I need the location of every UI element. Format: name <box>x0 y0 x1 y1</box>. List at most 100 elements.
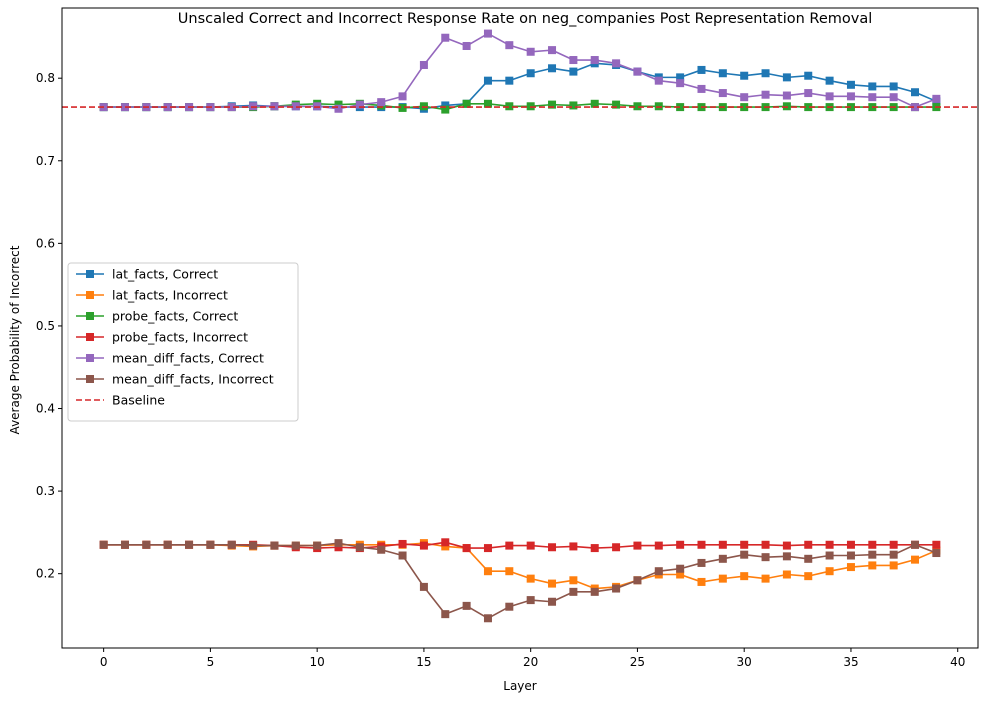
data-point <box>99 540 108 549</box>
data-point <box>227 103 236 112</box>
data-point <box>868 550 877 559</box>
legend-entry: mean_diff_facts, Correct <box>76 351 264 366</box>
data-point <box>846 92 855 101</box>
data-point <box>548 579 557 588</box>
data-point <box>548 64 557 73</box>
data-point <box>355 100 364 109</box>
data-point <box>526 69 535 78</box>
data-point <box>911 88 920 97</box>
data-point <box>505 41 514 50</box>
data-point <box>334 539 343 548</box>
data-point <box>548 46 557 55</box>
data-point <box>505 602 514 611</box>
legend-box <box>67 262 299 422</box>
x-tick-label: 15 <box>416 655 431 669</box>
data-point <box>548 597 557 606</box>
data-point <box>334 100 343 109</box>
data-point <box>911 103 920 112</box>
data-point <box>676 103 685 112</box>
y-tick-label: 0.8 <box>36 71 55 85</box>
data-point <box>782 570 791 579</box>
legend-entry: mean_diff_facts, Incorrect <box>76 372 274 387</box>
data-point <box>120 103 129 112</box>
data-point <box>846 540 855 549</box>
data-point <box>761 553 770 562</box>
y-tick-label: 0.5 <box>36 319 55 333</box>
data-point <box>612 59 621 68</box>
data-point <box>548 543 557 552</box>
data-point <box>825 551 834 560</box>
series-line <box>103 542 937 620</box>
data-point <box>441 33 450 42</box>
series-line <box>103 542 937 590</box>
data-point <box>569 56 578 65</box>
data-point <box>676 570 685 579</box>
legend-entry: probe_facts, Correct <box>76 309 238 324</box>
data-point <box>526 574 535 583</box>
data-point <box>398 539 407 548</box>
legend-label: probe_facts, Correct <box>112 309 238 324</box>
legend-entry: probe_facts, Incorrect <box>76 330 248 345</box>
data-point <box>782 541 791 550</box>
data-point <box>612 543 621 552</box>
data-point <box>932 94 941 103</box>
data-point <box>505 541 514 550</box>
data-point <box>313 102 322 111</box>
data-point <box>206 540 215 549</box>
data-point <box>462 601 471 610</box>
data-point <box>740 550 749 559</box>
data-point <box>270 541 279 550</box>
data-point <box>804 71 813 80</box>
data-point <box>740 103 749 112</box>
legend-label: probe_facts, Incorrect <box>112 330 248 345</box>
data-point <box>718 69 727 78</box>
legend-marker <box>86 375 94 383</box>
data-point <box>398 551 407 560</box>
data-point <box>825 540 834 549</box>
data-point <box>697 577 706 586</box>
data-point <box>740 71 749 80</box>
x-tick-label: 5 <box>207 655 215 669</box>
data-point <box>526 596 535 605</box>
data-point <box>441 542 450 551</box>
data-point <box>697 558 706 567</box>
y-axis-title: Average Probability of Incorrect <box>8 245 22 434</box>
data-point <box>462 41 471 50</box>
data-point <box>804 540 813 549</box>
data-point <box>633 576 642 585</box>
data-point <box>185 540 194 549</box>
data-point <box>932 549 941 558</box>
data-point <box>761 90 770 99</box>
data-point <box>654 76 663 85</box>
plot-area <box>62 29 978 623</box>
data-point <box>505 76 514 85</box>
data-point <box>163 103 172 112</box>
data-point <box>590 544 599 553</box>
data-point <box>569 587 578 596</box>
data-point <box>569 67 578 76</box>
data-point <box>163 540 172 549</box>
x-axis-title: Layer <box>503 679 537 693</box>
y-tick-label: 0.2 <box>36 567 55 581</box>
data-point <box>868 561 877 570</box>
data-point <box>868 93 877 102</box>
data-point <box>355 543 364 552</box>
data-point <box>718 89 727 98</box>
data-point <box>740 540 749 549</box>
data-point <box>676 79 685 88</box>
data-point <box>697 540 706 549</box>
data-point <box>291 102 300 111</box>
data-point <box>526 102 535 111</box>
y-axis: 0.2 0.3 0.4 0.5 0.6 0.7 0.8 <box>36 71 62 581</box>
data-point <box>911 540 920 549</box>
data-point <box>697 84 706 93</box>
data-point <box>441 101 450 110</box>
data-point <box>633 541 642 550</box>
x-tick-label: 10 <box>310 655 325 669</box>
data-point <box>462 544 471 553</box>
data-point <box>377 545 386 554</box>
data-point <box>419 541 428 550</box>
data-point <box>419 582 428 591</box>
data-point <box>889 561 898 570</box>
legend-marker <box>86 270 94 278</box>
